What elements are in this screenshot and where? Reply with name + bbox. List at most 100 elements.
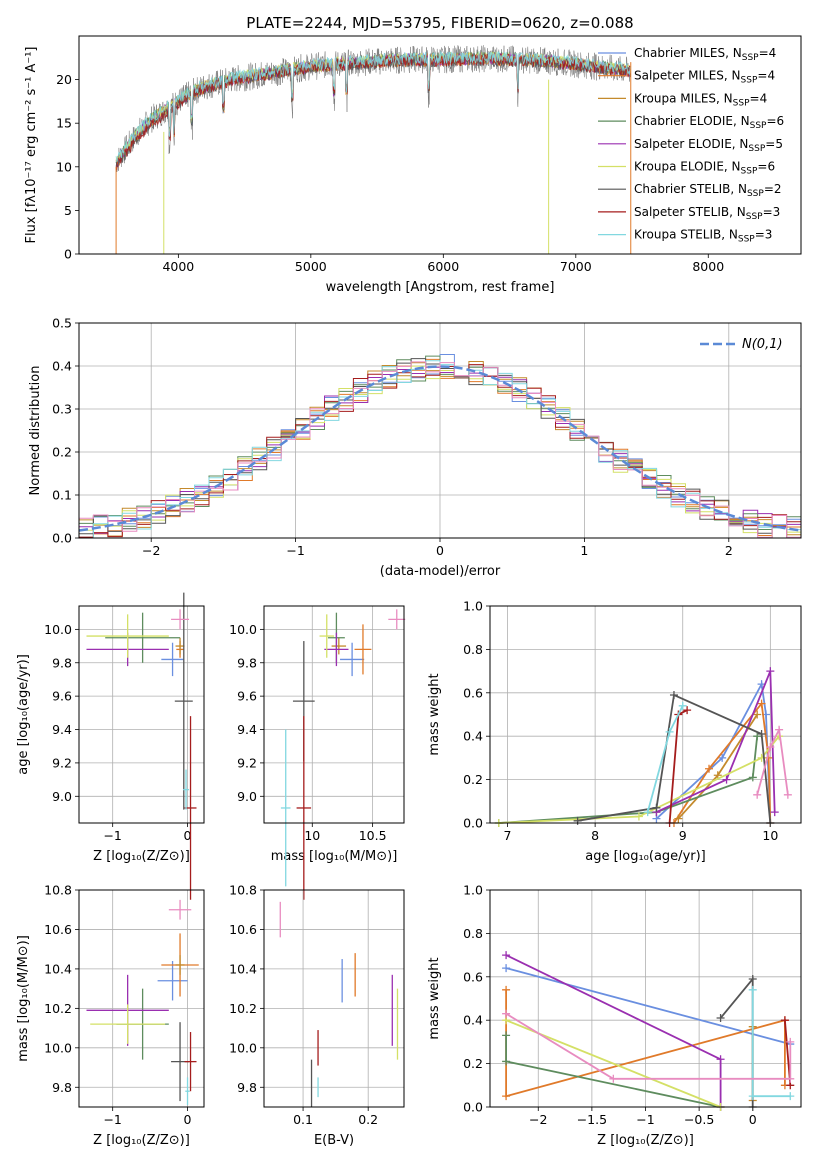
- y-tick-label: 9.2: [52, 755, 72, 770]
- legend-entry: N(0,1): [742, 337, 783, 352]
- y-tick-label: 0.2: [463, 1056, 483, 1071]
- x-tick-label: 7: [504, 828, 512, 843]
- y-tick-label: 10.0: [229, 622, 257, 637]
- weight-line: [505, 967, 791, 1045]
- model-line-chabrier-stelib: [115, 53, 631, 168]
- weight-marker: [753, 710, 762, 719]
- weight-marker: [502, 985, 511, 994]
- data-point: [324, 632, 349, 667]
- y-tick-label: 10.2: [229, 1001, 257, 1016]
- x-axis-label: Z [log₁₀(Z/Z⊙)]: [93, 1133, 190, 1148]
- data-point: [168, 899, 192, 920]
- weight-marker: [705, 764, 714, 773]
- y-tick-label: 9.0: [52, 789, 72, 804]
- y-tick-label: 10.0: [229, 1040, 257, 1055]
- weight-marker: [748, 974, 757, 983]
- chart-spectrum: 4000 5000 6000 7000 8000 0 5 10 15 20 wavelength […: [24, 14, 802, 295]
- legend-entry: Kroupa ELODIE, NSSP=6: [634, 160, 775, 177]
- weight-marker: [716, 1014, 725, 1023]
- weight-marker: [766, 743, 775, 752]
- x-tick-label: −1.5: [577, 1112, 607, 1127]
- weight-marker: [669, 690, 678, 699]
- weight-marker: [748, 773, 757, 782]
- chart-age-Z: −1 0 9.0 9.2 9.4 9.6 9.8 10.0 Z [log₁₀(Z/Z⊙)] age…: [16, 592, 205, 900]
- y-tick-label: 10: [56, 159, 72, 174]
- legend-entry: Salpeter STELIB, NSSP=3: [634, 205, 780, 222]
- x-axis-label: E(B-V): [314, 1133, 354, 1148]
- data-point: [296, 716, 312, 900]
- y-tick-label: 10.6: [44, 922, 72, 937]
- weight-marker: [748, 985, 757, 994]
- plot-frame: [78, 605, 205, 824]
- y-tick-label: 9.6: [237, 689, 257, 704]
- weight-marker: [502, 1057, 511, 1066]
- weight-marker: [748, 1092, 757, 1101]
- x-tick-label: 5000: [295, 259, 327, 274]
- data-point: [171, 609, 190, 630]
- chart-mass-EBV: 0.1 0.2 9.8 10.0 10.2 10.4 10.6 10.8 E(B-V): [229, 883, 405, 1148]
- data-point: [340, 642, 365, 677]
- data-point: [185, 1077, 190, 1106]
- y-tick-label: 0.6: [463, 685, 483, 700]
- y-tick-label: 0.4: [52, 359, 72, 374]
- y-tick-label: 0.6: [463, 969, 483, 984]
- x-tick-label: −1: [286, 543, 304, 558]
- data-point: [183, 769, 190, 810]
- y-tick-label: 0.2: [463, 772, 483, 787]
- x-tick-label: 7000: [560, 259, 592, 274]
- model-line-salpeter-miles: [115, 53, 631, 170]
- y-tick-label: 0: [64, 247, 72, 262]
- weight-marker: [780, 1016, 789, 1025]
- x-tick-label: 9: [679, 828, 687, 843]
- weight-marker: [674, 814, 683, 823]
- y-tick-label: 1.0: [463, 883, 483, 898]
- weight-marker: [643, 808, 652, 817]
- plot-frame: [489, 605, 802, 824]
- residual-plot: [79, 354, 801, 538]
- y-tick-label: 10.6: [229, 922, 257, 937]
- normal-curve: [79, 365, 801, 532]
- y-tick-label: 0.2: [52, 445, 72, 460]
- y-tick-label: 0.1: [52, 488, 72, 503]
- weight-line: [719, 976, 754, 1107]
- weight-marker: [757, 730, 766, 739]
- weight-line: [505, 1012, 792, 1080]
- y-tick-label: 0.4: [463, 729, 483, 744]
- data-point: [319, 614, 334, 658]
- data-point: [105, 612, 181, 663]
- x-tick-label: −1: [636, 1112, 654, 1127]
- y-axis-label: mass weight: [427, 957, 442, 1039]
- data-point: [175, 955, 185, 975]
- data-point: [174, 592, 193, 810]
- y-tick-label: 0.0: [463, 1100, 483, 1115]
- plot-frame: [78, 322, 802, 539]
- legend-entry: Chabrier MILES, NSSP=4: [634, 46, 776, 63]
- data-point: [388, 609, 406, 630]
- chart-age-mass: 10 10.5 9.0 9.2 9.4 9.6 9.8 10.0 mass [log₁₀(M/M…: [229, 605, 406, 900]
- plot-frame: [263, 889, 405, 1108]
- y-tick-label: 1.0: [463, 599, 483, 614]
- y-tick-label: 0.8: [463, 642, 483, 657]
- legend-entry: Chabrier ELODIE, NSSP=6: [634, 114, 784, 131]
- legend-entry: Salpeter MILES, NSSP=4: [634, 69, 775, 86]
- y-tick-label: 10.8: [44, 883, 72, 898]
- weight-marker: [753, 732, 762, 741]
- plot-frame: [78, 889, 205, 1108]
- y-tick-label: 9.8: [237, 655, 257, 670]
- x-tick-label: 8000: [692, 259, 724, 274]
- data-point: [175, 637, 185, 655]
- weight-marker: [502, 951, 511, 960]
- data-point: [90, 1004, 166, 1044]
- weight-marker: [502, 1092, 511, 1101]
- y-tick-label: 0.4: [463, 1013, 483, 1028]
- weight-marker: [652, 803, 661, 812]
- x-tick-label: 8: [591, 828, 599, 843]
- legend: Chabrier MILES, NSSP=4 Salpeter MILES, NS…: [598, 46, 784, 245]
- y-axis-label: mass weight: [427, 673, 442, 755]
- chart-weight-Z: −2 −1.5 −1 −0.5 0 0.0 0.2 0.4 0.6 0.8 1.0 Z [log₁₀(…: [427, 883, 802, 1148]
- spectrum-plot: [115, 45, 632, 254]
- y-tick-label: 10.4: [44, 961, 72, 976]
- weight-marker: [786, 1092, 795, 1101]
- x-tick-label: 0.1: [293, 1112, 313, 1127]
